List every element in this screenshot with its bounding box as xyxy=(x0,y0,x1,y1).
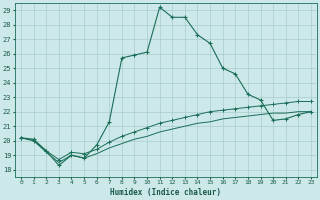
X-axis label: Humidex (Indice chaleur): Humidex (Indice chaleur) xyxy=(110,188,221,197)
